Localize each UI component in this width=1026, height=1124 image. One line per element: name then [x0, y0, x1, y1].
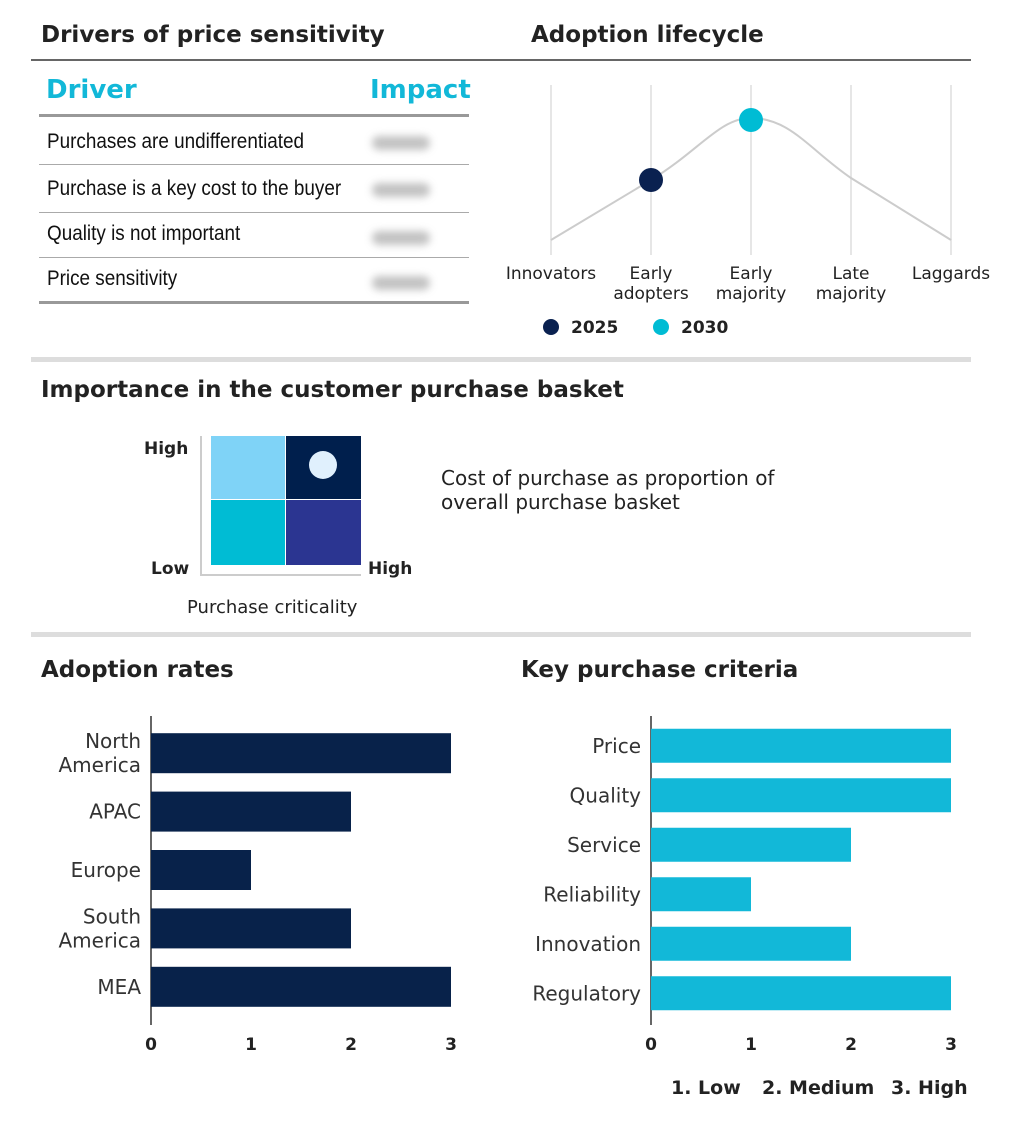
impact-value-redacted	[372, 231, 430, 245]
legend-swatch-2030	[653, 319, 669, 335]
table-bottom-rule	[39, 301, 469, 304]
tick-label: 2	[345, 1035, 357, 1055]
category-label: South America	[59, 904, 142, 952]
bar	[151, 966, 451, 1007]
bar	[151, 850, 251, 890]
scale-legend-low: 1. Low	[671, 1077, 741, 1099]
table-row: Purchase is a key cost to the buyer	[39, 164, 469, 210]
importance-title: Importance in the customer purchase bask…	[41, 377, 624, 403]
table-header-rule	[39, 114, 469, 117]
adoption-rates-title: Adoption rates	[41, 657, 234, 683]
driver-label: Purchase is a key cost to the buyer	[47, 177, 342, 200]
bar	[151, 908, 351, 949]
impact-value-redacted	[372, 183, 430, 197]
table-row: Quality is not important	[39, 212, 469, 258]
table-row: Purchases are undifferentiated	[39, 118, 469, 163]
legend-label-2030: 2030	[681, 318, 728, 338]
marker-2030	[739, 108, 763, 132]
scale-legend-high: 3. High	[891, 1077, 968, 1099]
bar	[651, 778, 951, 813]
x-axis-high-label: High	[368, 559, 413, 579]
tick-label: 0	[645, 1035, 657, 1055]
x-axis-label: Purchase criticality	[187, 597, 358, 618]
tick-label: 2	[845, 1035, 857, 1055]
axis-low-label: Low	[151, 559, 190, 579]
category-label: APAC	[89, 800, 141, 824]
legend-swatch-2025	[543, 319, 559, 335]
bar	[151, 733, 451, 774]
category-label: Europe	[71, 858, 141, 882]
category-label: Quality	[570, 783, 642, 807]
category-label: MEA	[97, 975, 141, 999]
quadrant-low-criticality-low-cost	[211, 500, 285, 565]
tick-label: 0	[145, 1035, 157, 1055]
matrix-y-axis	[200, 436, 202, 576]
legend-label-2025: 2025	[571, 318, 618, 338]
bar	[651, 976, 951, 1011]
bar	[151, 791, 351, 832]
category-label: Laggards	[912, 264, 990, 284]
category-label: Regulatory	[532, 981, 641, 1005]
driver-label: Quality is not important	[47, 222, 241, 245]
category-label: Reliability	[543, 882, 641, 906]
bar	[651, 926, 851, 961]
tick-label: 1	[745, 1035, 757, 1055]
adoption-lifecycle-chart: Innovators Early adopters Early majority Late…	[506, 85, 990, 338]
y-axis-high-label: High	[144, 439, 189, 459]
header-divider	[31, 59, 971, 61]
lifecycle-title: Adoption lifecycle	[531, 22, 764, 48]
bar	[651, 827, 851, 862]
category-label: Innovators	[506, 264, 596, 284]
impact-value-redacted	[372, 276, 430, 290]
quadrant-high-criticality-low-cost	[286, 500, 361, 565]
table-row: Price sensitivity	[39, 257, 469, 303]
quadrant-low-criticality-high-cost	[211, 436, 285, 499]
category-label: Price	[592, 734, 641, 758]
impact-value-redacted	[372, 136, 430, 150]
position-marker	[309, 451, 337, 479]
tick-label: 3	[445, 1035, 457, 1055]
category-label: Service	[567, 833, 641, 857]
section-divider	[31, 357, 971, 362]
category-label: Early majority	[716, 264, 787, 304]
section-divider	[31, 632, 971, 637]
bar	[651, 728, 951, 763]
category-label: North America	[59, 729, 142, 777]
drivers-title: Drivers of price sensitivity	[41, 22, 385, 48]
key-purchase-criteria-title: Key purchase criteria	[521, 657, 799, 683]
category-label: Early adopters	[613, 264, 689, 304]
driver-label: Price sensitivity	[47, 267, 178, 290]
marker-2025	[639, 168, 663, 192]
tick-label: 3	[945, 1035, 957, 1055]
matrix-x-axis	[200, 574, 361, 576]
bar-charts: North America APAC Europe South America MEA 0 1 2…	[59, 716, 957, 1055]
category-label: Innovation	[535, 932, 641, 956]
importance-description: Cost of purchase as proportion of overal…	[441, 466, 775, 514]
impact-column-header: Impact	[370, 75, 471, 105]
category-label: Late majority	[816, 264, 887, 304]
driver-column-header: Driver	[46, 75, 137, 105]
driver-label: Purchases are undifferentiated	[47, 130, 305, 153]
bar	[651, 877, 751, 912]
tick-label: 1	[245, 1035, 257, 1055]
scale-legend-medium: 2. Medium	[762, 1077, 875, 1099]
